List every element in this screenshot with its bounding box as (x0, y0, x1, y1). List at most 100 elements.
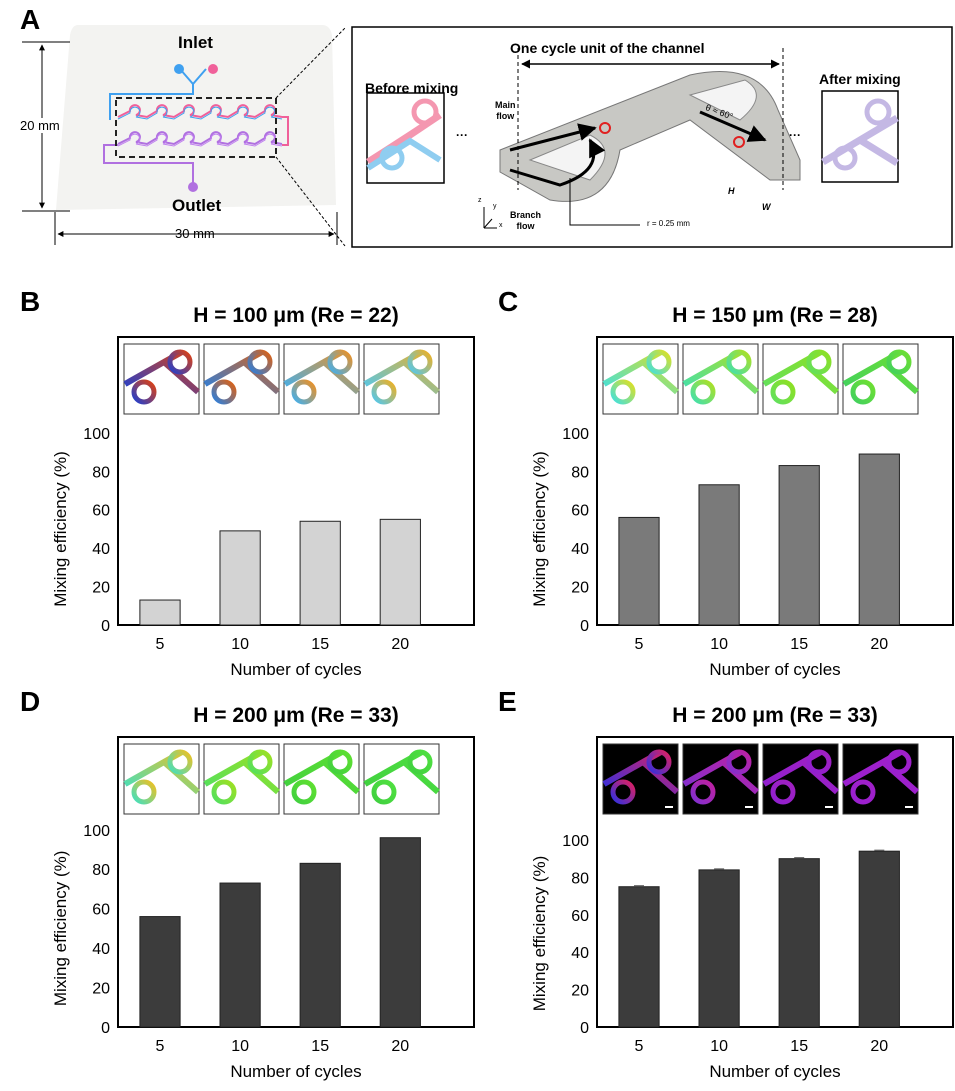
y-tick-label: 20 (571, 580, 589, 597)
ellipsis-right: ··· (789, 128, 801, 142)
x-tick-label: 20 (870, 636, 888, 653)
x-tick-label: 15 (311, 636, 329, 653)
axis-z: z (478, 197, 482, 204)
channel-loop (806, 349, 832, 375)
y-tick-label: 0 (580, 1020, 589, 1037)
channel-loop (886, 349, 912, 375)
after-loop-2 (832, 145, 858, 171)
scale-bar (905, 806, 913, 808)
channel-loop (327, 349, 353, 375)
x-tick-label: 5 (156, 1038, 165, 1055)
y-axis-label: Mixing efficiency (%) (51, 451, 70, 607)
main-flow-arrow-2 (699, 110, 767, 142)
y-axis-label: Mixing efficiency (%) (51, 851, 70, 1007)
channel-loop (327, 749, 353, 775)
simulation-inset (363, 743, 440, 815)
y-tick-label: 40 (92, 941, 110, 958)
channel-loop (646, 749, 672, 775)
x-tick-label: 10 (710, 1038, 728, 1055)
channel-loop (646, 349, 672, 375)
bar-20 (858, 850, 900, 1028)
x-tick-label: 15 (790, 1038, 808, 1055)
channel-loop (371, 779, 397, 805)
chart-title-d: H = 200 μm (Re = 33) (193, 704, 399, 727)
channel-loop (131, 779, 157, 805)
bar-15 (778, 858, 820, 1028)
after-loop-1 (864, 98, 892, 126)
simulation-inset (602, 743, 679, 815)
before-pink-loop (411, 98, 439, 126)
bar-10 (698, 484, 740, 626)
x-axis-label: Number of cycles (230, 660, 361, 679)
y-tick-label: 60 (92, 503, 110, 520)
scale-bar (825, 806, 833, 808)
x-axis-label: Number of cycles (709, 660, 840, 679)
x-tick-label: 20 (870, 1038, 888, 1055)
channel-loop (371, 379, 397, 405)
x-axis-label: Number of cycles (230, 1062, 361, 1081)
y-tick-label: 0 (580, 618, 589, 635)
outlet-port (188, 182, 198, 192)
y-tick-label: 80 (571, 870, 589, 887)
bar-chart-d: 0 20 40 60 80 100 Mixing efficiency (%) Number … (51, 736, 475, 1081)
bar-5 (618, 516, 660, 626)
width-dimension: 30 mm (175, 226, 215, 241)
axis-triad-icon (483, 207, 497, 229)
channel-loop (167, 349, 193, 375)
simulation-inset (842, 743, 919, 815)
before-mixing-label: Before mixing (365, 80, 459, 96)
y-axis-label: Mixing efficiency (%) (530, 451, 549, 607)
branch-flow-label: Branch flow (510, 210, 542, 231)
panel-label-b: B (20, 286, 41, 317)
y-axis-label: Mixing efficiency (%) (530, 856, 549, 1012)
y-tick-label: 20 (571, 983, 589, 1000)
channel-loop (131, 379, 157, 405)
channel-loop (610, 379, 636, 405)
x-tick-label: 20 (391, 1038, 409, 1055)
y-tick-label: 100 (562, 833, 589, 850)
x-tick-label: 10 (231, 636, 249, 653)
y-tick-label: 100 (83, 426, 110, 443)
bar-10 (219, 882, 261, 1028)
mixing-channel-row (117, 104, 283, 119)
y-tick-label: 100 (83, 823, 110, 840)
mixing-channel-row (117, 131, 283, 146)
channel-loop (690, 779, 716, 805)
simulation-inset (682, 743, 759, 815)
bar-15 (299, 862, 341, 1028)
zoom-region-box (115, 97, 277, 158)
bar-20 (858, 453, 900, 626)
y-tick-label: 0 (101, 1020, 110, 1037)
after-mixing-label: After mixing (819, 71, 901, 87)
y-tick-label: 40 (92, 541, 110, 558)
y-tick-label: 80 (92, 464, 110, 481)
bar-20 (379, 837, 421, 1028)
channel-loop (610, 779, 636, 805)
y-tick-label: 20 (92, 981, 110, 998)
x-tick-label: 10 (231, 1038, 249, 1055)
channel-loop (806, 749, 832, 775)
channel-loop (211, 379, 237, 405)
bar-5 (139, 916, 181, 1028)
simulation-inset (283, 743, 360, 815)
channel-loop (247, 349, 273, 375)
channel-loop (770, 779, 796, 805)
simulation-inset (203, 743, 280, 815)
chart-title-b: H = 100 μm (Re = 22) (193, 304, 399, 327)
radius-label: r = 0.25 mm (647, 219, 690, 228)
channel-loop (291, 379, 317, 405)
channel-loop (291, 779, 317, 805)
outlet-channel (103, 144, 194, 183)
y-tick-label: 40 (571, 945, 589, 962)
y-tick-label: 0 (101, 618, 110, 635)
channel-loop (407, 349, 433, 375)
channel-loop (211, 779, 237, 805)
mixing-channel-row-edge (117, 106, 283, 120)
bar-15 (299, 520, 341, 626)
ellipsis-left: ··· (456, 128, 468, 142)
channel-loop (770, 379, 796, 405)
y-tick-label: 100 (562, 426, 589, 443)
turn-channel (282, 116, 289, 146)
x-tick-label: 5 (635, 636, 644, 653)
branch-flow-arrow (509, 138, 606, 187)
